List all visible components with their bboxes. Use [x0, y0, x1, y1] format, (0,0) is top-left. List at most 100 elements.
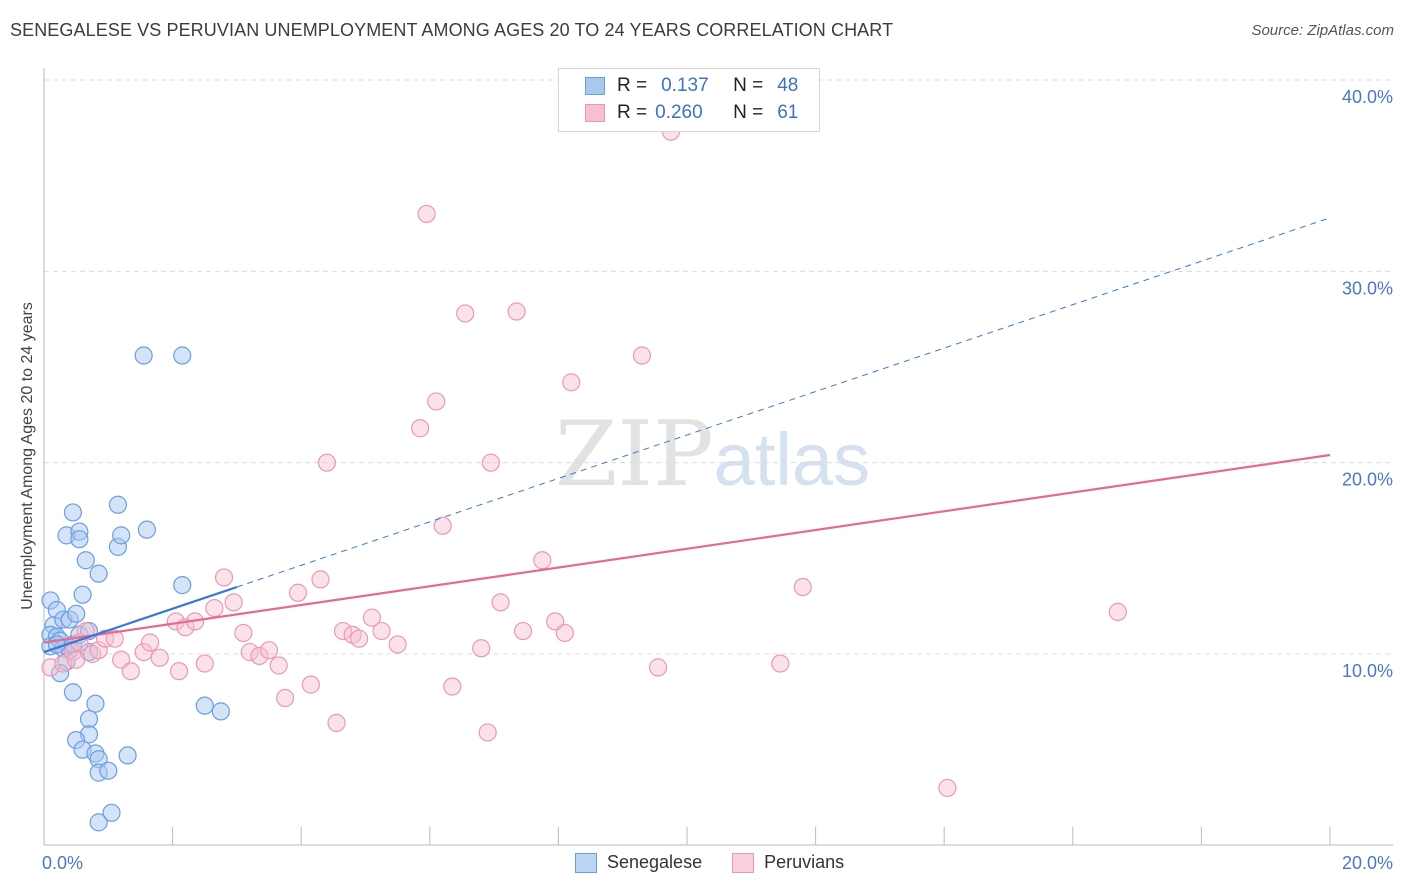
- legend-item-peruvians[interactable]: Peruvians: [732, 852, 844, 873]
- senegalese-point: [89, 564, 108, 583]
- watermark: ZIPatlas: [555, 402, 870, 507]
- peruvian-point: [533, 551, 552, 570]
- peruvian-point: [333, 621, 353, 641]
- peruvian-point: [388, 635, 407, 654]
- senegalese-point: [173, 576, 192, 595]
- senegalese-point: [63, 683, 83, 702]
- y-tick-label: 40.0%: [1342, 87, 1393, 107]
- peruvian-point: [214, 568, 234, 587]
- peruvian-point: [938, 778, 957, 798]
- peruvian-point: [150, 648, 169, 667]
- watermark-atlas: atlas: [713, 418, 870, 501]
- senegalese-legend-swatch: [575, 852, 597, 873]
- legend-r-label: R =: [617, 75, 648, 96]
- senegalese-point: [108, 495, 128, 514]
- peruvian-point: [555, 623, 574, 643]
- senegalese-point: [118, 746, 137, 765]
- peruvian-point: [427, 392, 446, 411]
- senegalese-point: [211, 702, 230, 721]
- peruvian-point: [771, 654, 790, 673]
- peruvian-point: [491, 593, 510, 612]
- senegalese-point: [67, 604, 86, 623]
- senegalese-points: [41, 346, 230, 832]
- senegalese-point: [173, 346, 192, 365]
- legend-n-value: 61: [777, 102, 799, 123]
- peruvian-legend-swatch: [732, 852, 755, 873]
- legend-n-label: N =: [733, 102, 764, 123]
- y-tick-label: 10.0%: [1342, 661, 1393, 681]
- legend-label-senegalese: Senegalese: [607, 852, 703, 872]
- senegalese-point: [73, 585, 92, 604]
- peruvian-point: [269, 656, 288, 675]
- correlation-legend: R = 0.137 N = 48 R = 0.260 N = 61: [558, 68, 820, 132]
- legend-n-label: N =: [733, 75, 764, 96]
- peruvian-point: [793, 577, 812, 597]
- senegalese-point: [50, 664, 70, 683]
- watermark-zip: ZIP: [555, 402, 714, 507]
- senegalese-point: [79, 709, 99, 729]
- senegalese-point: [89, 813, 108, 832]
- legend-row-peruvians: R = 0.260 N = 61: [585, 101, 798, 125]
- gridlines: [44, 79, 1393, 655]
- legend-n-value: 48: [777, 75, 799, 96]
- peruvian-point: [169, 662, 189, 681]
- senegalese-point: [134, 346, 153, 365]
- trend-lines: [43, 217, 1331, 654]
- y-tick-label: 30.0%: [1342, 278, 1393, 298]
- peruvian-point: [234, 623, 253, 643]
- senegalese-point: [86, 694, 105, 713]
- peruvian-swatch: [585, 104, 605, 122]
- peruvian-point: [276, 688, 295, 708]
- legend-label-peruvians: Peruvians: [764, 852, 845, 872]
- source-credit: Source: ZipAtlas.com: [1251, 22, 1394, 39]
- peruvian-point: [507, 302, 526, 321]
- peruvian-point: [1108, 602, 1127, 622]
- peruvian-point: [240, 642, 259, 662]
- legend-row-senegalese: R = 0.137 N = 48: [585, 74, 798, 98]
- series-legend: Senegalese Peruvians: [575, 852, 874, 873]
- peruvian-point: [311, 570, 330, 589]
- peruvian-point: [67, 650, 86, 669]
- peruvian-point: [224, 593, 243, 612]
- peruvian-point: [288, 583, 308, 602]
- chart-title: SENEGALESE VS PERUVIAN UNEMPLOYMENT AMON…: [10, 20, 894, 40]
- peruvian-point: [195, 654, 214, 673]
- tick-labels: 10.0% 20.0% 30.0% 40.0% 0.0% 20.0%: [42, 87, 1393, 873]
- peruvian-point: [134, 642, 153, 662]
- peruvian-point: [105, 629, 124, 648]
- peruvian-point: [372, 621, 391, 641]
- senegalese-swatch: [585, 77, 605, 95]
- x-tick-label: 20.0%: [1342, 853, 1393, 873]
- peruvian-point: [259, 641, 279, 660]
- peruvian-trend-line: [43, 453, 1331, 644]
- peruvian-point: [362, 608, 382, 627]
- senegalese-trend-extension: [236, 217, 1331, 588]
- legend-r-label: R =: [617, 102, 648, 123]
- senegalese-point: [70, 530, 89, 549]
- peruvian-point: [250, 646, 269, 666]
- peruvian-point: [317, 453, 337, 472]
- y-tick-label: 20.0%: [1342, 470, 1393, 490]
- senegalese-point: [99, 761, 118, 780]
- peruvian-point: [513, 621, 533, 641]
- peruvian-point: [433, 516, 452, 535]
- peruvian-point: [481, 453, 500, 472]
- peruvian-points: [41, 122, 1127, 798]
- peruvian-point: [327, 713, 346, 732]
- senegalese-point: [63, 503, 83, 522]
- legend-r-value: 0.137: [661, 75, 709, 96]
- peruvian-point: [417, 204, 436, 224]
- peruvian-point: [443, 677, 462, 696]
- peruvian-point: [349, 629, 369, 648]
- peruvian-point: [411, 419, 430, 438]
- peruvian-point: [478, 723, 497, 742]
- x-tick-label: 0.0%: [42, 853, 83, 873]
- peruvian-point: [562, 373, 581, 392]
- peruvian-point: [301, 675, 320, 694]
- senegalese-point: [137, 520, 156, 539]
- senegalese-point: [112, 526, 131, 545]
- peruvian-point: [140, 633, 160, 652]
- peruvian-point: [648, 658, 668, 677]
- legend-item-senegalese[interactable]: Senegalese: [575, 852, 702, 873]
